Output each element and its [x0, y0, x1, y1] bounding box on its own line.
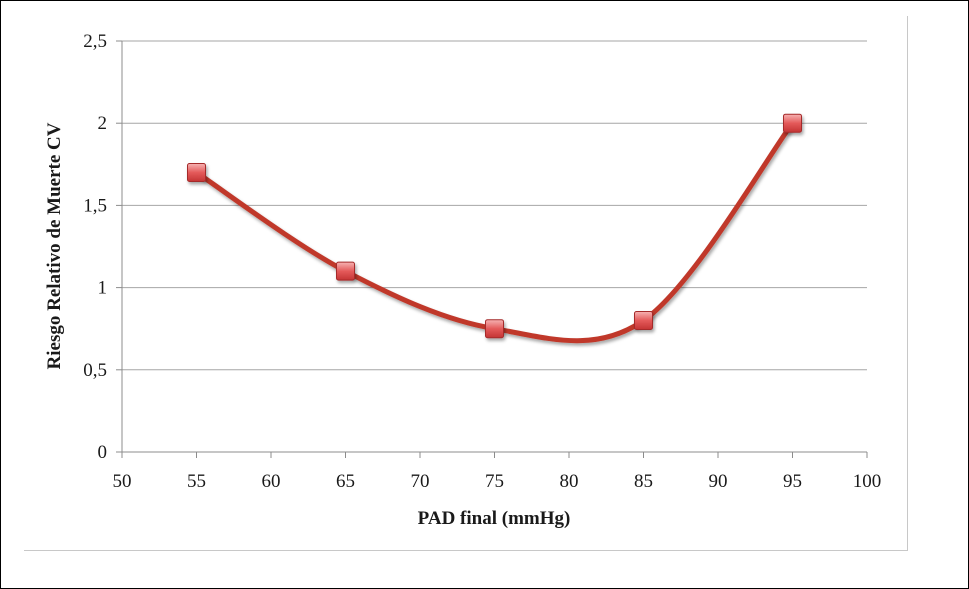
x-tick-label: 50	[113, 471, 132, 492]
data-point-marker	[485, 319, 504, 339]
y-tick-label: 1,5	[83, 195, 107, 216]
y-tick-label: 0,5	[83, 360, 107, 381]
x-tick-label: 85	[634, 471, 653, 492]
y-tick-labels: 0 0,5 1 1,5 2 2,5	[83, 31, 107, 463]
frame-shadow-right	[907, 16, 908, 550]
x-tick-label: 95	[783, 471, 802, 492]
x-tick-label: 55	[187, 471, 206, 492]
y-tick-label: 2,5	[83, 31, 107, 52]
x-axis-title: PAD final (mmHg)	[418, 508, 571, 529]
y-axis-title: Riesgo Relativo de Muerte CV	[44, 122, 65, 369]
x-tick-labels: 50 55 60 65 70 75 80 85 90 95 100	[113, 471, 882, 492]
x-tick-label: 75	[485, 471, 504, 492]
x-tick-label: 60	[262, 471, 281, 492]
x-tick-label: 70	[411, 471, 430, 492]
gridlines	[122, 40, 867, 371]
data-point-marker	[336, 261, 355, 281]
axes	[116, 40, 868, 458]
data-point-marker	[783, 113, 802, 133]
frame-shadow-bottom	[24, 550, 908, 551]
x-tick-label: 80	[560, 471, 579, 492]
y-tick-label: 0	[98, 442, 108, 463]
markers-group	[187, 113, 802, 339]
x-tick-label: 90	[709, 471, 728, 492]
y-tick-label: 2	[98, 113, 108, 134]
series-line	[194, 120, 795, 344]
series-group	[194, 120, 795, 344]
y-tick-label: 1	[98, 278, 108, 299]
data-point-marker	[634, 310, 653, 330]
x-tick-label: 100	[853, 471, 882, 492]
data-point-marker	[187, 163, 206, 183]
x-tick-label: 65	[336, 471, 355, 492]
